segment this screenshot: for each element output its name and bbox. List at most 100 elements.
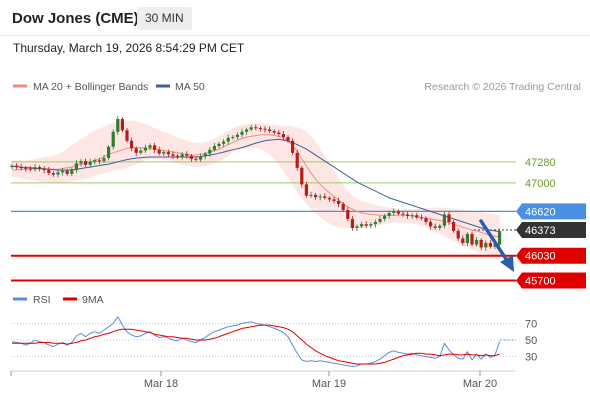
timeframe-button[interactable]: 30 MIN xyxy=(137,7,192,30)
candle xyxy=(70,167,74,177)
candle xyxy=(277,130,281,137)
candle-body xyxy=(166,152,170,155)
candle xyxy=(461,235,465,246)
candle-body xyxy=(51,173,55,175)
candle-body xyxy=(194,158,198,160)
candle-body xyxy=(148,145,152,148)
candle-body xyxy=(125,130,129,141)
candle xyxy=(304,181,308,198)
candle xyxy=(19,164,23,171)
candle-body xyxy=(212,146,216,150)
candle-body xyxy=(15,165,19,168)
candle xyxy=(470,231,474,247)
candle xyxy=(176,153,180,160)
candle-body xyxy=(254,127,258,129)
candle xyxy=(194,156,198,162)
candle-body xyxy=(143,147,147,151)
candle xyxy=(42,166,46,174)
legend-rsi-ma-label: 9MA xyxy=(82,294,104,306)
candle xyxy=(199,153,203,162)
candle-body xyxy=(383,215,387,219)
candle-body xyxy=(498,230,502,245)
candle xyxy=(47,167,51,175)
candle xyxy=(245,127,249,136)
rsi-gridlines xyxy=(11,323,516,357)
candle-body xyxy=(88,161,92,165)
candle-body xyxy=(189,155,193,159)
candle xyxy=(116,115,120,136)
candle xyxy=(203,151,207,160)
candle-body xyxy=(263,128,267,130)
candle xyxy=(134,146,138,157)
candle xyxy=(254,124,258,131)
candle xyxy=(15,163,19,170)
candle-body xyxy=(461,238,465,243)
candle-body xyxy=(70,170,74,174)
candle-body xyxy=(360,224,364,227)
candle-body xyxy=(162,152,166,154)
candle-body xyxy=(74,163,78,171)
candle-body xyxy=(465,233,469,243)
research-credit: Research © 2026 Trading Central xyxy=(424,81,581,93)
candle-body xyxy=(84,161,88,165)
candle xyxy=(438,223,442,231)
candle xyxy=(180,151,184,160)
candle-body xyxy=(304,184,308,196)
candle xyxy=(231,135,235,140)
candle-body xyxy=(258,128,262,130)
candle-body xyxy=(33,167,37,170)
candle xyxy=(447,211,451,226)
candle-body xyxy=(249,127,253,130)
candle-body xyxy=(470,233,474,245)
candle xyxy=(433,223,437,230)
candle xyxy=(235,132,239,140)
candle-body xyxy=(134,148,138,153)
candle-body xyxy=(433,226,437,228)
level-label-resistance-1: 47000 xyxy=(525,178,556,190)
candle-body xyxy=(240,131,244,135)
candle xyxy=(185,151,189,159)
level-label-support-2: 45700 xyxy=(525,275,556,287)
x-tick-label: Mar 19 xyxy=(312,378,346,390)
candle-body xyxy=(424,218,428,222)
forecast-arrow-shaft xyxy=(479,219,510,264)
legend-ma50-label: MA 50 xyxy=(175,81,205,93)
candle-body xyxy=(401,213,405,215)
level-tag-current xyxy=(516,221,586,238)
candle-body xyxy=(65,170,69,174)
candle xyxy=(309,191,313,198)
candle xyxy=(217,141,221,149)
candle-body xyxy=(452,221,456,231)
candle xyxy=(157,146,161,156)
candle xyxy=(383,214,387,222)
candle xyxy=(429,219,433,230)
candle xyxy=(378,215,382,224)
candle-body xyxy=(226,137,230,142)
candle-body xyxy=(350,218,354,228)
candle xyxy=(93,158,97,165)
candle-body xyxy=(447,214,451,222)
candle-body xyxy=(318,196,322,198)
candle xyxy=(10,163,14,169)
candle xyxy=(387,210,391,219)
level-label-resistance-2: 47280 xyxy=(525,157,556,169)
level-label-support-1: 46030 xyxy=(525,251,556,263)
candle xyxy=(479,238,483,251)
candle-body xyxy=(157,149,161,154)
candle-body xyxy=(300,167,304,185)
candle xyxy=(452,220,456,233)
candle-body xyxy=(116,119,120,132)
candle-body xyxy=(314,194,318,198)
candle-body xyxy=(268,129,272,132)
candle xyxy=(401,211,405,217)
candle xyxy=(364,221,368,229)
candle-body xyxy=(47,170,51,174)
forecast-arrow xyxy=(479,219,514,272)
candle xyxy=(286,135,290,143)
candle xyxy=(88,158,92,168)
candle-body xyxy=(337,200,341,204)
candle-body xyxy=(479,239,483,248)
legend-ma20-label: MA 20 + Bollinger Bands xyxy=(33,81,148,93)
legend-rsi-label: RSI xyxy=(33,294,51,306)
level-tag-support-1 xyxy=(516,247,586,264)
